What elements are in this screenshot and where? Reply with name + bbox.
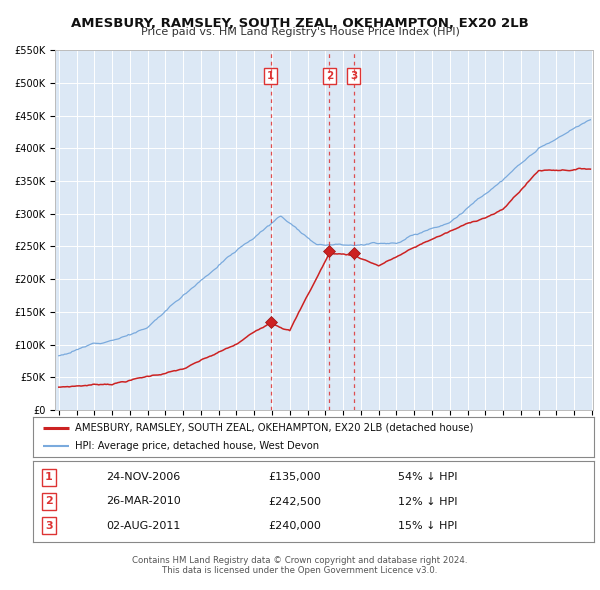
Text: £242,500: £242,500 (269, 497, 322, 506)
Text: This data is licensed under the Open Government Licence v3.0.: This data is licensed under the Open Gov… (163, 566, 437, 575)
Text: 02-AUG-2011: 02-AUG-2011 (106, 520, 181, 530)
Text: 2: 2 (326, 71, 333, 81)
Text: 3: 3 (45, 520, 53, 530)
Text: Price paid vs. HM Land Registry's House Price Index (HPI): Price paid vs. HM Land Registry's House … (140, 27, 460, 37)
Text: AMESBURY, RAMSLEY, SOUTH ZEAL, OKEHAMPTON, EX20 2LB: AMESBURY, RAMSLEY, SOUTH ZEAL, OKEHAMPTO… (71, 17, 529, 30)
Text: 12% ↓ HPI: 12% ↓ HPI (398, 497, 457, 506)
Text: 26-MAR-2010: 26-MAR-2010 (106, 497, 181, 506)
Text: 24-NOV-2006: 24-NOV-2006 (106, 473, 180, 483)
Text: 1: 1 (45, 473, 53, 483)
Text: 15% ↓ HPI: 15% ↓ HPI (398, 520, 457, 530)
Text: £135,000: £135,000 (269, 473, 321, 483)
Text: Contains HM Land Registry data © Crown copyright and database right 2024.: Contains HM Land Registry data © Crown c… (132, 556, 468, 565)
Text: HPI: Average price, detached house, West Devon: HPI: Average price, detached house, West… (75, 441, 319, 451)
Text: 2: 2 (45, 497, 53, 506)
Text: 54% ↓ HPI: 54% ↓ HPI (398, 473, 457, 483)
Text: 3: 3 (350, 71, 357, 81)
Text: 1: 1 (267, 71, 274, 81)
Text: £240,000: £240,000 (269, 520, 322, 530)
Text: AMESBURY, RAMSLEY, SOUTH ZEAL, OKEHAMPTON, EX20 2LB (detached house): AMESBURY, RAMSLEY, SOUTH ZEAL, OKEHAMPTO… (75, 423, 473, 433)
